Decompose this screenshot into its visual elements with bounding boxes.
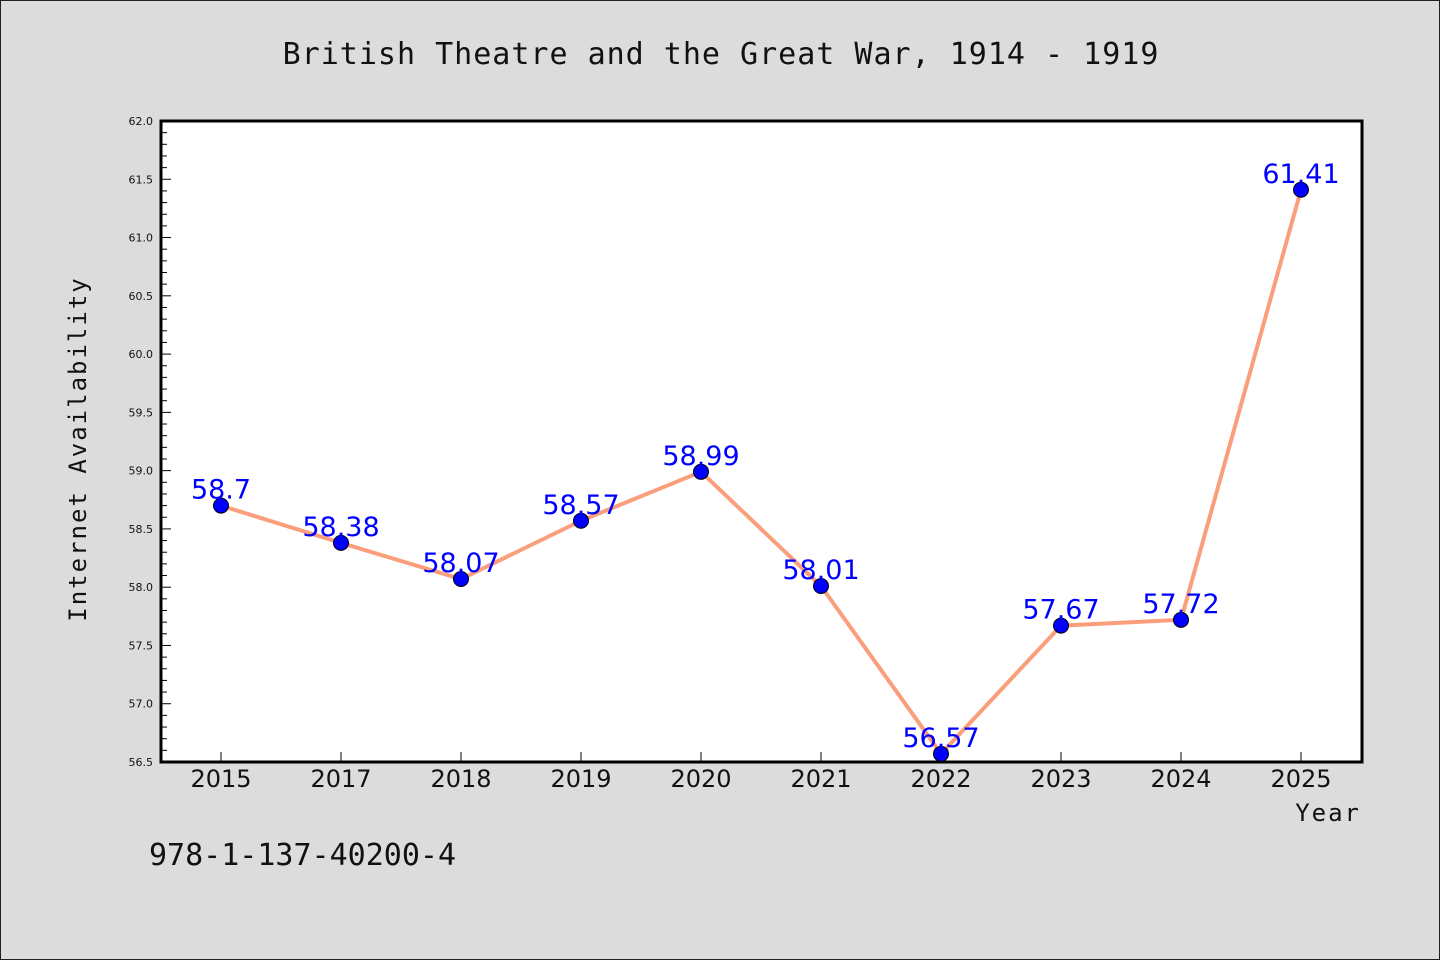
x-tick-label: 2022 [910,765,971,793]
y-tick-label: 61.5 [129,173,154,186]
x-tick-label: 2018 [430,765,491,793]
x-axis: 2015 2017 2018 2019 2020 2021 2022 2023 2024 2025 [190,752,1332,793]
data-point [693,463,709,480]
x-tick-label: 2019 [550,765,611,793]
x-tick-label: 2015 [190,765,251,793]
data-label: 58.99 [662,441,739,472]
data-label: 56.57 [902,723,979,754]
data-point [933,745,949,762]
y-tick-label: 60.0 [129,348,154,361]
data-point [1053,617,1069,634]
isbn-footer: 978-1-137-40200-4 [149,838,456,873]
y-axis-label: Internet Availability [64,276,92,621]
data-point [1173,611,1189,628]
x-axis-label: Year [1295,799,1361,827]
y-axis: 56.5 57.0 57.5 58.0 58.5 59.0 59.5 60.0 60.5 61.0… [129,115,171,769]
series-line [220,189,1303,756]
data-point [333,534,349,551]
data-label: 58.01 [782,555,859,586]
data-label: 58.57 [542,490,619,521]
chart-title: British Theatre and the Great War, 1914 … [283,37,1160,72]
y-tick-label: 57.5 [129,639,154,652]
y-tick-label: 60.5 [129,290,154,303]
x-tick-label: 2017 [310,765,371,793]
x-tick-label: 2021 [790,765,851,793]
y-tick-label: 57.0 [129,698,154,711]
y-tick-label: 58.5 [129,523,154,536]
data-label: 57.72 [1142,589,1219,620]
y-tick-label: 62.0 [129,115,154,128]
series-group [213,181,1309,762]
data-label: 58.07 [422,548,499,579]
data-label: 57.67 [1022,595,1099,626]
data-point [573,512,589,529]
y-tick-label: 59.5 [129,406,154,419]
y-tick-label: 61.0 [129,232,154,245]
data-point [213,497,229,514]
data-point [453,571,469,588]
y-tick-label: 56.5 [129,756,154,769]
data-labels-group: 58.7 58.38 58.07 58.57 58.99 58.01 56.57 57.67 5… [191,159,1340,754]
y-tick-label: 58.0 [129,581,154,594]
data-label: 58.7 [191,475,251,506]
data-label: 61.41 [1262,159,1339,190]
x-tick-label: 2024 [1150,765,1211,793]
data-point [813,578,829,595]
x-tick-label: 2023 [1030,765,1091,793]
x-tick-label: 2025 [1270,765,1331,793]
x-tick-label: 2020 [670,765,731,793]
y-tick-label: 59.0 [129,465,154,478]
data-point [1293,181,1309,198]
plot-area [159,119,1364,764]
data-label: 58.38 [302,512,379,543]
